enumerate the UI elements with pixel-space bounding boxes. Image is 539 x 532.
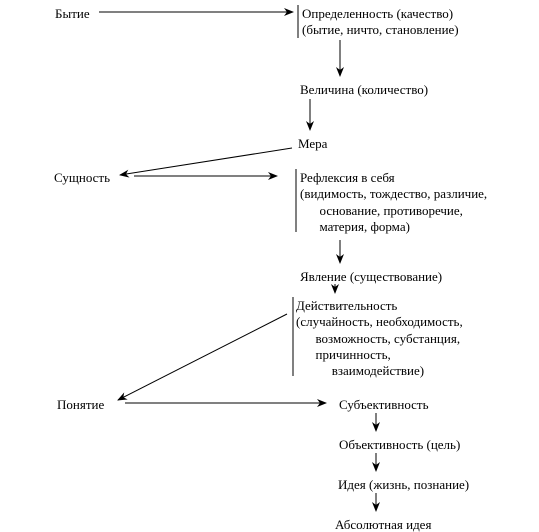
node-bytie: Бытие	[55, 6, 90, 22]
node-yavlenie: Явление (существование)	[300, 269, 442, 285]
edge-mera-to-sushchnost	[120, 148, 292, 175]
node-obekt: Объективность (цель)	[339, 437, 460, 453]
node-mera: Мера	[298, 136, 327, 152]
diagram-stage: Бытие Определенность (качество) (бытие, н…	[0, 0, 539, 532]
node-velichina: Величина (количество)	[300, 82, 428, 98]
node-sushchnost: Сущность	[54, 170, 110, 186]
node-subekt: Субъективность	[339, 397, 429, 413]
node-ideya: Идея (жизнь, познание)	[338, 477, 469, 493]
node-refleksia: Рефлексия в себя (видимость, тождество, …	[300, 170, 487, 235]
node-deistvit: Действительность (случайность, необходим…	[296, 298, 463, 379]
node-absolut: Абсолютная идея	[335, 517, 431, 532]
node-ponyatie: Понятие	[57, 397, 104, 413]
node-opredel: Определенность (качество) (бытие, ничто,…	[302, 6, 459, 39]
edge-deistvit-to-ponyatie	[118, 314, 287, 400]
